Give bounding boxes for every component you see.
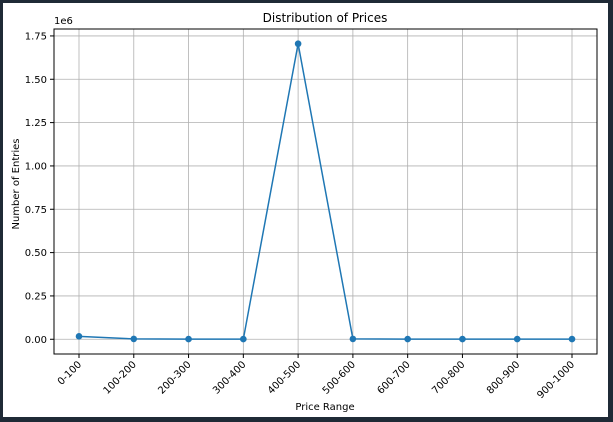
data-point (130, 335, 138, 343)
y-tick-label: 0.50 (25, 248, 47, 259)
y-tick-label: 1.25 (25, 118, 47, 129)
y-tick-label: 0.25 (25, 291, 47, 302)
x-tick-label: 900-1000 (535, 359, 577, 401)
x-tick-label: 0-100 (56, 359, 84, 387)
y-axis-label: Number of Entries (11, 139, 22, 230)
line-chart: 0.00 0.25 0.50 0.75 1.00 1.25 1.50 1.75 0-100 100… (11, 11, 598, 413)
axes-layer: 0.00 0.25 0.50 0.75 1.00 1.25 1.50 1.75 0-100 100… (25, 28, 598, 401)
data-point (568, 335, 576, 343)
series-line (78, 43, 572, 340)
x-tick-label: 700-800 (430, 359, 467, 396)
plot-area-border (53, 28, 598, 355)
y-tick-label: 1.50 (25, 75, 47, 86)
y-tick-label: 0.75 (25, 205, 47, 216)
data-point (404, 335, 411, 343)
x-tick-label: 100-200 (102, 359, 139, 396)
x-tick-label: 600-700 (375, 359, 412, 396)
x-tick-label: 400-500 (266, 359, 303, 396)
y-axis-scale-label: 1e6 (54, 16, 73, 27)
chart-frame: 0.00 0.25 0.50 0.75 1.00 1.25 1.50 1.75 0-100 100… (3, 3, 608, 417)
x-tick-label: 800-900 (485, 359, 522, 396)
data-point (240, 335, 247, 343)
x-axis-label: Price Range (295, 402, 354, 413)
series-layer (75, 40, 576, 343)
x-tick-label: 200-300 (156, 359, 193, 396)
y-tick-label: 0.00 (25, 335, 47, 346)
x-tick-label: 500-600 (321, 359, 358, 396)
y-tick-label: 1.75 (25, 31, 47, 42)
y-tick-label: 1.00 (25, 161, 47, 172)
data-point (294, 40, 302, 48)
chart-title: Distribution of Prices (263, 11, 388, 25)
data-point (459, 335, 466, 343)
data-point (513, 335, 521, 343)
data-point (185, 335, 192, 343)
x-tick-label: 300-400 (211, 359, 248, 396)
data-point (75, 333, 83, 340)
data-point (349, 335, 357, 343)
